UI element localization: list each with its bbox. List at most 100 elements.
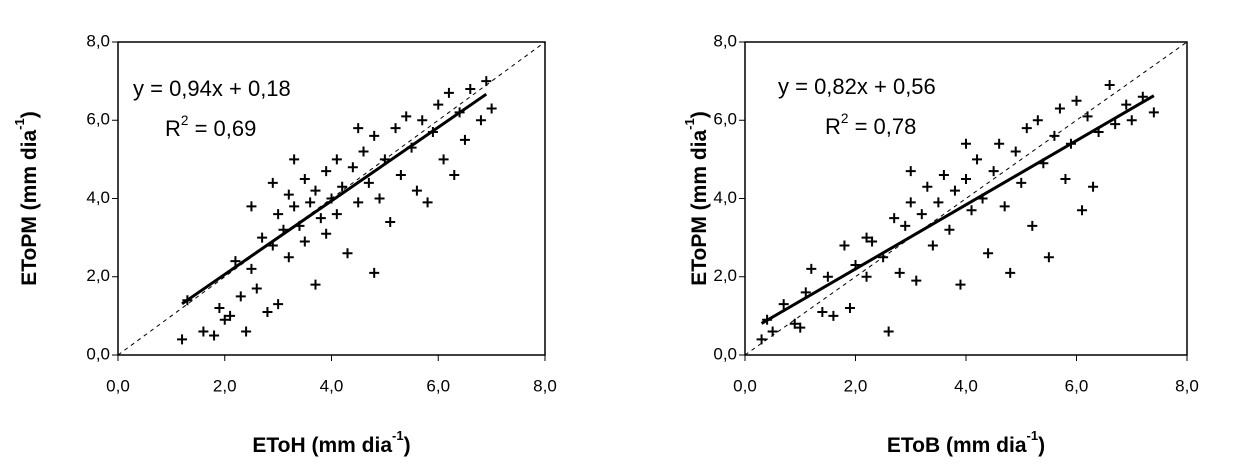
point — [795, 322, 806, 333]
point — [369, 267, 380, 278]
point — [177, 334, 188, 345]
point — [955, 279, 966, 290]
point — [1082, 111, 1093, 122]
point — [289, 154, 300, 165]
point — [395, 170, 406, 181]
point — [209, 330, 220, 341]
point — [230, 256, 241, 267]
point — [905, 197, 916, 208]
point — [401, 111, 412, 122]
point — [246, 263, 257, 274]
x-axis-label: EToB (mm dia-1) — [887, 428, 1045, 456]
point — [1126, 115, 1137, 126]
equation: y = 0,94x + 0,18 — [133, 76, 291, 101]
point — [1005, 267, 1016, 278]
y-axis-label: EToPM (mm dia-1) — [682, 111, 710, 286]
point — [806, 263, 817, 274]
point — [411, 185, 422, 196]
y-axis-label: EToPM (mm dia-1) — [12, 111, 40, 286]
x-tick-label: 0,0 — [106, 376, 130, 395]
point — [459, 134, 470, 145]
label-part: -1 — [682, 118, 697, 130]
point — [1071, 95, 1082, 106]
point — [800, 287, 811, 298]
point — [299, 236, 310, 247]
r-squared: R2 = 0,78 — [825, 111, 916, 139]
point — [861, 271, 872, 282]
point — [465, 83, 476, 94]
point — [944, 224, 955, 235]
point — [246, 201, 257, 212]
point — [475, 115, 486, 126]
x-tick-label: 2,0 — [213, 376, 237, 395]
point — [839, 240, 850, 251]
point — [1121, 99, 1132, 110]
point — [385, 216, 396, 227]
label-part: -1 — [12, 118, 27, 130]
point — [347, 162, 358, 173]
identity-line — [744, 41, 1188, 356]
point — [961, 138, 971, 149]
point — [1077, 205, 1088, 216]
point — [1021, 123, 1032, 134]
point — [273, 299, 284, 310]
y-tick-label: 4,0 — [713, 188, 737, 207]
point — [822, 271, 833, 282]
point — [449, 170, 460, 181]
point — [1032, 115, 1043, 126]
point — [867, 236, 878, 247]
point — [927, 240, 938, 251]
point — [933, 197, 944, 208]
x-tick-label: 0,0 — [733, 376, 757, 395]
label-part: ) — [688, 111, 711, 118]
point — [262, 306, 273, 317]
point — [1016, 177, 1027, 188]
point — [433, 99, 444, 110]
point — [894, 267, 905, 278]
point — [756, 334, 767, 345]
point — [1060, 173, 1071, 184]
y-tick-label: 2,0 — [713, 266, 737, 285]
point — [905, 166, 916, 177]
x-tick-label: 2,0 — [844, 376, 868, 395]
label-part: 2 — [181, 113, 189, 128]
point — [883, 326, 894, 337]
y-tick-label: 2,0 — [86, 266, 110, 285]
point — [358, 146, 369, 157]
x-tick-label: 6,0 — [426, 376, 450, 395]
y-tick-label: 8,0 — [86, 31, 110, 50]
point — [916, 209, 927, 220]
point — [299, 173, 310, 184]
point — [778, 299, 789, 310]
point — [310, 279, 321, 290]
point — [214, 303, 225, 314]
point — [1027, 220, 1038, 231]
x-tick-label: 4,0 — [954, 376, 978, 395]
equation: y = 0,82x + 0,56 — [778, 74, 936, 99]
point — [438, 154, 449, 165]
point — [353, 123, 364, 134]
label-part: 2 — [841, 111, 849, 126]
point — [374, 193, 385, 204]
point — [983, 248, 994, 259]
trendline — [760, 94, 1155, 325]
point — [938, 170, 949, 181]
point — [315, 213, 326, 224]
point — [321, 228, 332, 239]
label-part: EToB (mm dia — [887, 434, 1027, 457]
point — [283, 252, 294, 263]
point — [219, 314, 230, 325]
point — [900, 220, 911, 231]
point — [289, 201, 300, 212]
point — [321, 166, 332, 177]
r-squared: R2 = 0,69 — [165, 113, 256, 141]
point — [331, 209, 342, 220]
point — [198, 326, 209, 337]
x-tick-label: 4,0 — [320, 376, 344, 395]
point — [305, 197, 316, 208]
label-part: ) — [18, 111, 41, 118]
point — [994, 138, 1005, 149]
point — [1110, 119, 1121, 130]
point — [1049, 130, 1060, 141]
